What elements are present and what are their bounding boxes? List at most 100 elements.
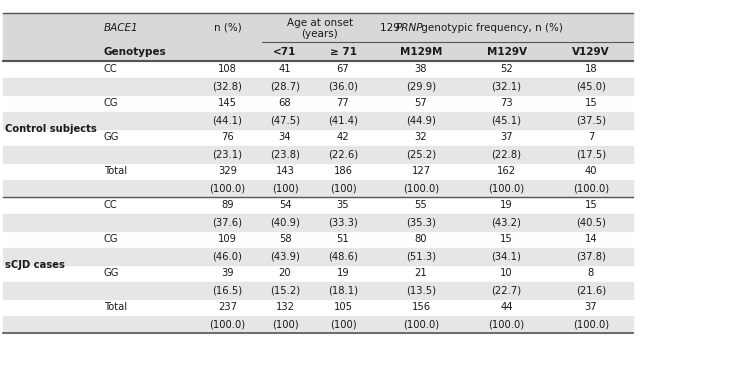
Text: 37: 37 [585,303,597,313]
Bar [3,180,633,197]
Text: GG: GG [104,268,120,278]
Text: (43.9): (43.9) [270,252,300,262]
Text: 156: 156 [412,303,431,313]
Text: (13.5): (13.5) [406,285,436,296]
Text: 76: 76 [221,133,234,142]
Text: BACE1: BACE1 [104,23,139,33]
Text: (23.8): (23.8) [270,149,300,159]
Bar [3,43,633,61]
Text: (41.4): (41.4) [328,116,358,126]
Text: 89: 89 [221,200,234,211]
Text: Total: Total [104,167,127,177]
Text: 58: 58 [279,234,291,244]
Text: 77: 77 [337,98,350,108]
Text: (100.0): (100.0) [209,319,245,329]
Text: (32.1): (32.1) [491,82,522,92]
Text: (44.9): (44.9) [406,116,436,126]
Text: 15: 15 [585,200,597,211]
Text: (100.0): (100.0) [209,183,245,193]
Text: (44.1): (44.1) [213,116,242,126]
Text: (100): (100) [330,319,356,329]
Text: 143: 143 [276,167,294,177]
Text: (47.5): (47.5) [270,116,300,126]
Text: V129V: V129V [572,47,610,57]
Text: sCJD cases: sCJD cases [5,260,65,270]
Text: CC: CC [104,64,118,75]
Bar [3,214,633,231]
Text: (100): (100) [330,183,356,193]
Text: M129M: M129M [400,47,442,57]
Text: (23.1): (23.1) [213,149,242,159]
Text: CC: CC [104,200,118,211]
Text: (100): (100) [272,319,299,329]
Text: 329: 329 [218,167,237,177]
Text: 20: 20 [279,268,291,278]
Text: Control subjects: Control subjects [5,124,97,134]
Text: (21.6): (21.6) [576,285,606,296]
Text: 129: 129 [380,23,403,33]
Text: (100.0): (100.0) [403,183,439,193]
Text: CG: CG [104,98,119,108]
Text: (43.2): (43.2) [491,218,522,228]
Bar [3,146,633,163]
Text: 14: 14 [585,234,597,244]
Text: 39: 39 [221,268,234,278]
Text: <71: <71 [273,47,296,57]
Text: 237: 237 [218,303,237,313]
Text: (32.8): (32.8) [213,82,242,92]
Text: Age at onset: Age at onset [287,18,353,28]
Text: 105: 105 [333,303,353,313]
Text: (100.0): (100.0) [573,319,609,329]
Text: 186: 186 [333,167,353,177]
Text: (51.3): (51.3) [406,252,436,262]
Text: 19: 19 [337,268,350,278]
Text: GG: GG [104,133,120,142]
Text: 7: 7 [588,133,594,142]
Text: (16.5): (16.5) [212,285,242,296]
Text: (28.7): (28.7) [270,82,300,92]
Text: (40.9): (40.9) [270,218,300,228]
Text: PRNP: PRNP [396,23,423,33]
Text: 108: 108 [218,64,237,75]
Text: (48.6): (48.6) [328,252,358,262]
Text: Total: Total [104,303,127,313]
Text: 44: 44 [500,303,513,313]
Text: (15.2): (15.2) [270,285,300,296]
Text: 40: 40 [585,167,597,177]
Text: (37.6): (37.6) [213,218,242,228]
Text: 57: 57 [415,98,427,108]
Text: 42: 42 [337,133,350,142]
Text: 54: 54 [279,200,291,211]
Text: CG: CG [104,234,119,244]
Text: 109: 109 [218,234,237,244]
Text: 51: 51 [337,234,350,244]
Text: 41: 41 [279,64,291,75]
Text: 10: 10 [500,268,513,278]
Text: (100.0): (100.0) [403,319,439,329]
Text: (25.2): (25.2) [406,149,436,159]
Text: 127: 127 [412,167,431,177]
Text: 8: 8 [588,268,594,278]
Text: 21: 21 [415,268,427,278]
Text: (33.3): (33.3) [328,218,358,228]
Text: (years): (years) [302,29,338,39]
Text: (37.5): (37.5) [576,116,606,126]
Bar [3,248,633,265]
Text: 162: 162 [497,167,516,177]
Bar [3,78,633,95]
Text: (40.5): (40.5) [576,218,606,228]
Text: 52: 52 [500,64,513,75]
Text: n (%): n (%) [214,23,242,33]
Bar [3,316,633,333]
Text: (46.0): (46.0) [213,252,242,262]
Text: 145: 145 [218,98,237,108]
Text: 19: 19 [500,200,513,211]
Text: 73: 73 [500,98,513,108]
Text: (36.0): (36.0) [328,82,358,92]
Bar [3,13,633,43]
Text: ≥ 71: ≥ 71 [330,47,356,57]
Text: M129V: M129V [486,47,526,57]
Text: 68: 68 [279,98,291,108]
Text: (22.7): (22.7) [491,285,522,296]
Bar [3,282,633,299]
